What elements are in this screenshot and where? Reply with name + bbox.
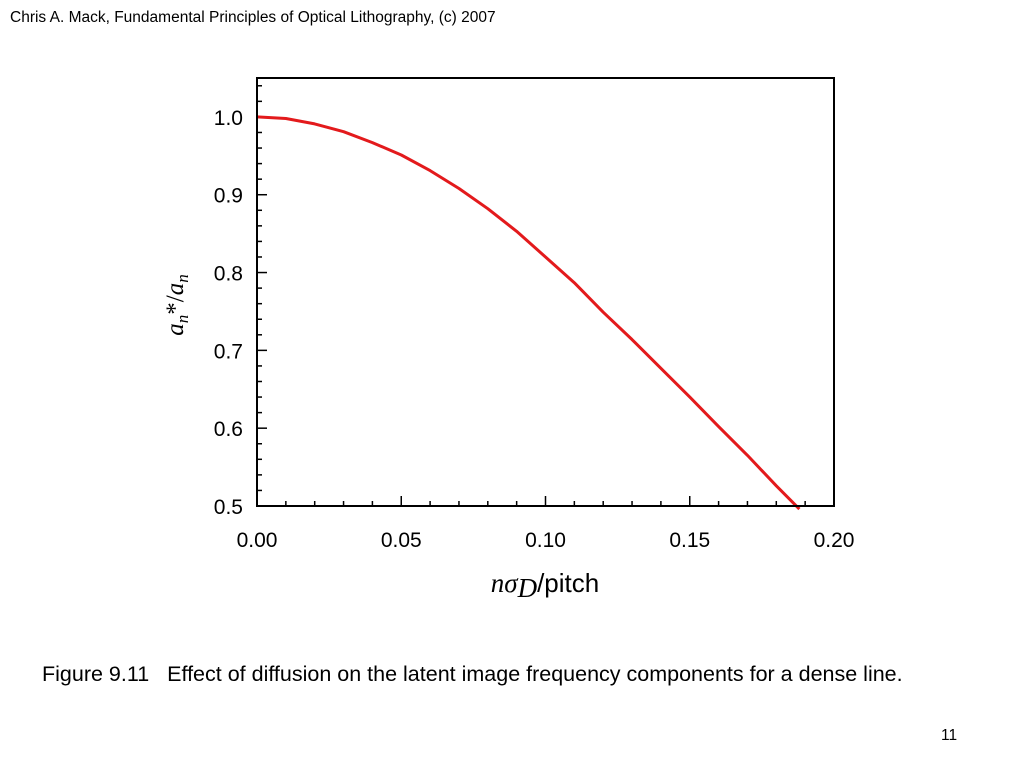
slide-number: 11 bbox=[941, 727, 958, 744]
x-tick-label: 0.10 bbox=[525, 529, 566, 552]
x-axis-title-sigma: σ bbox=[504, 568, 519, 598]
axis-tick-labels: 0.00 0.05 0.10 0.15 0.20 0.5 0.6 0.7 0.8 0.9 1.0 bbox=[214, 107, 855, 552]
x-tick-label: 0.15 bbox=[669, 529, 710, 552]
figure-caption-text: Effect of diffusion on the latent image … bbox=[167, 662, 903, 686]
figure-caption: Figure 9.11 Effect of diffusion on the l… bbox=[42, 660, 972, 689]
x-axis-title-n: n bbox=[491, 568, 505, 598]
y-tick-label: 0.8 bbox=[214, 263, 243, 286]
series-line bbox=[256, 115, 801, 511]
x-axis-title-pitch: /pitch bbox=[537, 568, 599, 598]
y-tick-label: 1.0 bbox=[214, 107, 243, 130]
y-tick-label: 0.9 bbox=[214, 185, 243, 208]
line-chart: 0.00 0.05 0.10 0.15 0.20 0.5 0.6 0.7 0.8 0.9 1.0 a… bbox=[162, 77, 855, 603]
y-axis-title-a2: a bbox=[162, 283, 189, 296]
slide-header: Chris A. Mack, Fundamental Principles of… bbox=[10, 9, 496, 26]
y-tick-label: 0.5 bbox=[214, 496, 243, 519]
series-line-group bbox=[256, 115, 801, 511]
axis-ticks bbox=[256, 85, 835, 507]
figure-number: Figure 9.11 bbox=[42, 662, 150, 686]
y-tick-label: 0.6 bbox=[214, 418, 243, 441]
y-axis-title-sub-n: n bbox=[173, 315, 192, 324]
x-axis-title-sub-d: D bbox=[517, 573, 538, 603]
x-axis-title: nσD/pitch bbox=[491, 568, 599, 603]
x-tick-label: 0.05 bbox=[381, 529, 422, 552]
x-tick-label: 0.00 bbox=[237, 529, 278, 552]
plot-frame bbox=[256, 77, 835, 507]
y-axis-title-a: a bbox=[162, 323, 189, 336]
y-tick-label: 0.7 bbox=[214, 340, 243, 363]
x-tick-label: 0.20 bbox=[814, 529, 855, 552]
y-axis-title-sub-n2: n bbox=[173, 274, 192, 283]
y-axis-title: an*/an bbox=[162, 274, 192, 335]
y-axis-title-star-slash: */ bbox=[162, 295, 189, 315]
